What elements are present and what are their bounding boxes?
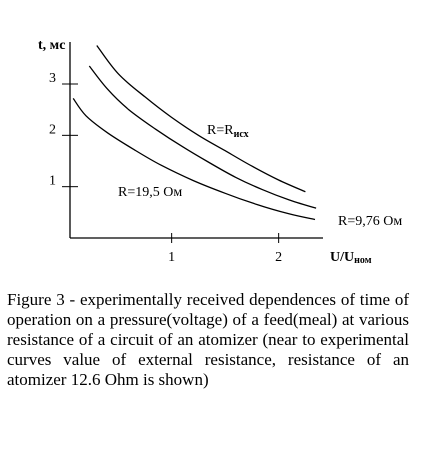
chart-curves xyxy=(72,45,317,221)
chart-axes: 1 2 1 2 3 t, мс U/Uном xyxy=(38,38,372,266)
label-r-initial: R=Rисх xyxy=(207,123,249,140)
y-tick-label: 3 xyxy=(49,71,56,86)
curve-r-initial xyxy=(96,45,306,193)
curve-r-9-76 xyxy=(88,65,317,209)
figure-caption: Figure 3 - experimentally received depen… xyxy=(7,290,409,389)
label-r-19-5-main: R=19,5 Ом xyxy=(118,185,182,200)
x-axis-label: U/Uном xyxy=(330,250,372,266)
y-tick-label: 1 xyxy=(49,174,56,189)
y-axis-label: t, мс xyxy=(38,38,65,53)
chart-svg: 1 2 1 2 3 t, мс U/Uном R=Rисх R=9,76 Ом R=19,5 О… xyxy=(38,38,402,266)
x-axis-label-main: U/U xyxy=(330,250,354,265)
y-tick-label: 2 xyxy=(49,122,56,137)
label-r-19-5: R=19,5 Ом xyxy=(118,185,182,200)
x-tick-label: 2 xyxy=(275,250,282,265)
x-axis-label-sub: ном xyxy=(354,255,372,266)
label-r-9-76: R=9,76 Ом xyxy=(338,214,402,229)
chart-figure: 1 2 1 2 3 t, мс U/Uном R=Rисх R=9,76 Ом R=19,5 О… xyxy=(38,38,402,266)
curve-r-19-5 xyxy=(72,98,316,221)
label-r-initial-sub: исх xyxy=(234,129,249,140)
label-r-initial-main: R=R xyxy=(207,123,234,138)
x-tick-label: 1 xyxy=(168,250,175,265)
chart-labels: R=Rисх R=9,76 Ом R=19,5 Ом xyxy=(118,123,402,229)
label-r-9-76-main: R=9,76 Ом xyxy=(338,214,402,229)
